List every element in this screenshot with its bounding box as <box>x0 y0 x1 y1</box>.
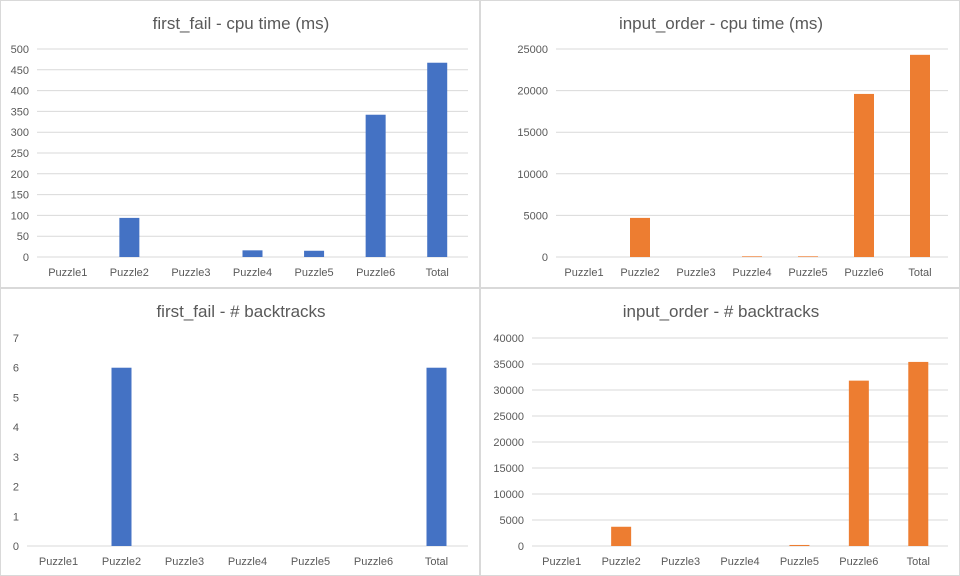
y-tick-label: 6 <box>13 363 19 375</box>
x-tick-label: Puzzle6 <box>839 556 878 568</box>
y-tick-label: 20000 <box>493 437 524 449</box>
x-tick-label: Total <box>907 556 930 568</box>
y-tick-label: 25000 <box>493 411 524 423</box>
x-tick-label: Puzzle2 <box>102 556 141 568</box>
y-tick-label: 25000 <box>517 44 548 56</box>
x-tick-label: Puzzle1 <box>39 556 78 568</box>
chart-panel-first-fail-backtracks: first_fail - # backtracks 0 1 2 3 4 5 6 7 Puzzle1… <box>0 288 480 576</box>
chart-svg: first_fail - # backtracks 0 1 2 3 4 5 6 7 Puzzle1… <box>13 302 468 568</box>
x-tick-label: Puzzle5 <box>291 556 330 568</box>
chart-panel-first-fail-cpu: first_fail - cpu time (ms) 0 50 100 150 200 25… <box>0 0 480 288</box>
x-tick-label: Puzzle4 <box>720 556 759 568</box>
y-tick-label: 450 <box>11 65 29 77</box>
y-tick-label: 150 <box>11 190 29 202</box>
chart-svg: input_order - # backtracks 0 5000 10000 1500… <box>493 302 948 568</box>
x-tick-label: Puzzle6 <box>354 556 393 568</box>
y-tick-label: 40000 <box>493 333 524 345</box>
x-tick-label: Puzzle6 <box>356 267 395 279</box>
x-tick-label: Total <box>426 267 449 279</box>
y-tick-label: 35000 <box>493 359 524 371</box>
chart-panel-input-order-cpu: input_order - cpu time (ms) 0 5000 10000 150… <box>480 0 960 288</box>
x-tick-label: Puzzle3 <box>165 556 204 568</box>
chart-title: input_order - # backtracks <box>623 302 820 321</box>
y-tick-label: 100 <box>11 210 29 222</box>
x-tick-label: Puzzle1 <box>48 267 87 279</box>
x-tick-label: Puzzle2 <box>602 556 641 568</box>
bar <box>365 114 386 257</box>
y-tick-label: 0 <box>518 541 524 553</box>
x-tick-label: Puzzle2 <box>110 267 149 279</box>
chart-title: first_fail - # backtracks <box>156 302 325 321</box>
y-tick-label: 400 <box>11 86 29 98</box>
bar <box>630 217 650 257</box>
y-tick-label: 10000 <box>493 489 524 501</box>
chart-title: input_order - cpu time (ms) <box>619 14 823 33</box>
bar <box>742 256 762 257</box>
y-tick-label: 0 <box>542 252 548 264</box>
bar <box>910 54 930 257</box>
bar <box>426 367 447 546</box>
x-tick-label: Puzzle4 <box>732 267 771 279</box>
y-tick-label: 4 <box>13 422 19 434</box>
chart-svg: first_fail - cpu time (ms) 0 50 100 150 200 25… <box>11 14 468 279</box>
x-tick-label: Puzzle6 <box>844 267 883 279</box>
y-tick-label: 15000 <box>517 127 548 139</box>
y-tick-label: 200 <box>11 169 29 181</box>
x-tick-label: Puzzle5 <box>780 556 819 568</box>
x-tick-label: Puzzle4 <box>233 267 272 279</box>
x-tick-label: Puzzle5 <box>788 267 827 279</box>
y-tick-label: 30000 <box>493 385 524 397</box>
y-tick-label: 3 <box>13 452 19 464</box>
chart-svg: input_order - cpu time (ms) 0 5000 10000 150… <box>517 14 948 279</box>
chart-panel-input-order-backtracks: input_order - # backtracks 0 5000 10000 1500… <box>480 288 960 576</box>
x-tick-label: Puzzle3 <box>676 267 715 279</box>
x-tick-label: Puzzle3 <box>661 556 700 568</box>
y-tick-label: 5000 <box>524 210 548 222</box>
y-tick-label: 300 <box>11 127 29 139</box>
y-tick-label: 15000 <box>493 463 524 475</box>
x-tick-label: Total <box>908 267 931 279</box>
chart-title: first_fail - cpu time (ms) <box>153 14 330 33</box>
x-tick-label: Puzzle5 <box>295 267 334 279</box>
bar <box>908 361 929 546</box>
y-tick-label: 20000 <box>517 86 548 98</box>
bar <box>611 526 632 546</box>
y-tick-label: 350 <box>11 106 29 118</box>
y-tick-label: 5 <box>13 392 19 404</box>
bar <box>111 367 132 546</box>
bar <box>304 250 325 257</box>
y-tick-label: 500 <box>11 44 29 56</box>
y-tick-label: 10000 <box>517 169 548 181</box>
y-tick-label: 5000 <box>500 515 524 527</box>
x-tick-label: Total <box>425 556 448 568</box>
bar <box>427 62 448 258</box>
y-tick-label: 0 <box>23 252 29 264</box>
x-tick-label: Puzzle2 <box>620 267 659 279</box>
x-tick-label: Puzzle3 <box>171 267 210 279</box>
x-tick-label: Puzzle1 <box>542 556 581 568</box>
x-tick-label: Puzzle1 <box>564 267 603 279</box>
bar <box>798 256 818 257</box>
bar <box>242 250 263 257</box>
bar <box>119 217 140 257</box>
bar <box>848 380 869 546</box>
bar <box>854 93 874 257</box>
y-tick-label: 2 <box>13 482 19 494</box>
bar <box>789 544 810 546</box>
y-tick-label: 50 <box>17 231 29 243</box>
y-tick-label: 1 <box>13 511 19 523</box>
y-tick-label: 0 <box>13 541 19 553</box>
y-tick-label: 7 <box>13 333 19 345</box>
y-tick-label: 250 <box>11 148 29 160</box>
x-tick-label: Puzzle4 <box>228 556 267 568</box>
